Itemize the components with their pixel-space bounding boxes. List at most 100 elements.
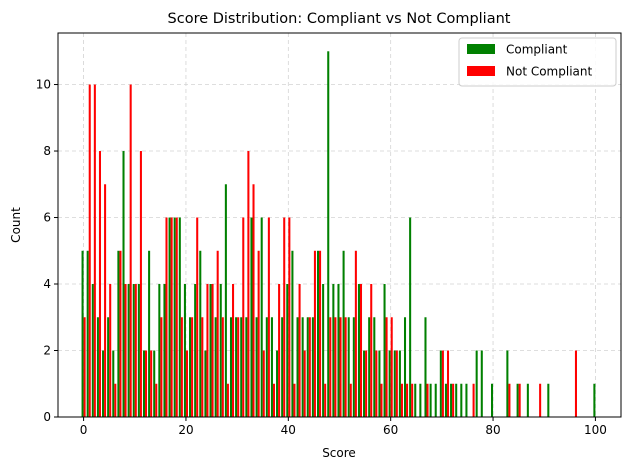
bar-not-compliant (400, 383, 403, 417)
bar-compliant (214, 317, 217, 417)
bar-not-compliant (272, 383, 276, 417)
bar-not-compliant (508, 383, 511, 417)
y-tick-label: 0 (43, 410, 51, 424)
bar-not-compliant (375, 350, 378, 417)
y-tick-label: 6 (43, 211, 51, 225)
bar-not-compliant (406, 383, 409, 417)
bar-not-compliant (339, 317, 342, 417)
bar-compliant (281, 317, 284, 417)
bar-compliant (137, 284, 140, 417)
bar-compliant (409, 217, 412, 417)
legend-label-not-compliant: Not Compliant (506, 65, 592, 79)
bar-compliant (183, 284, 186, 417)
bar-not-compliant (303, 350, 306, 417)
bar-not-compliant (446, 350, 450, 417)
bar-compliant (148, 250, 151, 417)
bar-compliant (398, 350, 401, 417)
bar-not-compliant (472, 383, 475, 417)
bar-compliant (373, 317, 376, 417)
bar-compliant (199, 250, 202, 417)
bar-not-compliant (349, 383, 352, 417)
bar-not-compliant (206, 284, 209, 417)
bar-compliant (286, 284, 289, 417)
bar-compliant (219, 284, 222, 417)
bar-compliant (127, 284, 130, 417)
bar-not-compliant (191, 317, 194, 417)
bar-compliant (439, 350, 442, 417)
bar-compliant (270, 317, 273, 417)
bar-compliant (158, 284, 161, 417)
bar-compliant (593, 383, 596, 417)
bar-not-compliant (145, 350, 148, 417)
bar-compliant (342, 250, 345, 417)
bar-not-compliant (129, 84, 132, 417)
bar-compliant (547, 383, 550, 417)
bar-compliant (383, 284, 386, 417)
bar-compliant (173, 217, 176, 417)
x-tick-label: 60 (383, 423, 398, 437)
bar-compliant (419, 383, 422, 417)
bar-compliant (178, 217, 181, 417)
bar-compliant (91, 284, 94, 417)
bar-not-compliant (155, 383, 158, 417)
bar-compliant (403, 317, 407, 417)
bar-not-compliant (329, 317, 332, 417)
bar-compliant (168, 217, 171, 417)
bar-compliant (163, 284, 166, 417)
bar-not-compliant (232, 284, 235, 417)
bar-not-compliant (365, 350, 368, 417)
x-tick-label: 80 (485, 423, 500, 437)
bar-not-compliant (93, 84, 96, 417)
bar-compliant (368, 317, 371, 417)
bar-not-compliant (98, 151, 101, 417)
bar-compliant (332, 284, 335, 417)
bar-compliant (122, 151, 125, 417)
x-axis-label: Score (322, 446, 356, 460)
bar-not-compliant (298, 284, 301, 417)
bar-not-compliant (114, 383, 117, 417)
bar-compliant (209, 284, 212, 417)
bar-compliant (240, 317, 243, 417)
x-tick-label: 20 (178, 423, 193, 437)
bar-not-compliant (283, 217, 286, 417)
bar-compliant (475, 350, 478, 417)
bar-not-compliant (288, 217, 291, 417)
legend: Compliant Not Compliant (458, 37, 617, 87)
bar-not-compliant (109, 284, 112, 417)
bar-compliant (132, 284, 135, 417)
bar-not-compliant (380, 383, 383, 417)
bar-not-compliant (139, 151, 142, 417)
bar-not-compliant (180, 317, 183, 417)
bar-compliant (204, 350, 207, 417)
bar-compliant (393, 350, 396, 417)
bar-compliant (255, 317, 258, 417)
bar-compliant (117, 250, 120, 417)
bar-compliant (327, 51, 330, 417)
bar-compliant (224, 184, 227, 417)
tick-layer: 0 20 40 60 80 100 0 2 4 6 8 10 (36, 78, 607, 437)
bar-compliant (480, 350, 483, 417)
legend-label-compliant: Compliant (506, 43, 568, 57)
bar-compliant (516, 383, 519, 417)
bar-compliant (306, 317, 309, 417)
bar-not-compliant (426, 383, 429, 417)
bar-not-compliant (385, 317, 388, 417)
bar-not-compliant (539, 383, 542, 417)
bar-compliant (357, 284, 360, 417)
bar-not-compliant (165, 217, 168, 417)
bar-compliant (363, 350, 366, 417)
x-tick-label: 100 (584, 423, 607, 437)
bar-compliant (296, 317, 299, 417)
bar-not-compliant (242, 217, 245, 417)
bar-not-compliant (518, 383, 521, 417)
bar-not-compliant (452, 383, 455, 417)
bar-compliant (301, 317, 304, 417)
bar-not-compliant (221, 317, 224, 417)
bar-compliant (112, 350, 115, 417)
bar-not-compliant (411, 383, 414, 417)
bar-compliant (388, 350, 391, 417)
chart-title: Score Distribution: Compliant vs Not Com… (168, 11, 511, 27)
bar-compliant (265, 317, 268, 417)
bar-compliant (260, 217, 263, 417)
